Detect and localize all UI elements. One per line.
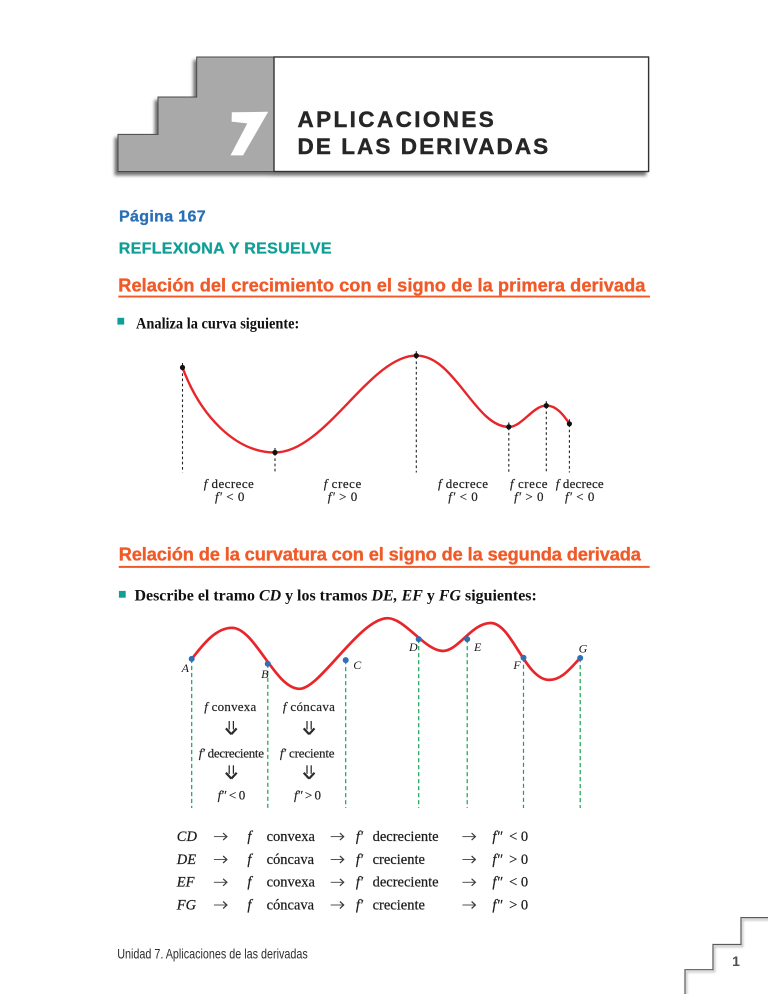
- svg-text:f′ > 0: f′ > 0: [328, 489, 357, 504]
- svg-text:B: B: [261, 667, 269, 681]
- svg-text:f decrece: f decrece: [204, 476, 254, 491]
- svg-text:Describe el tramo CD y los t: Describe el tramo CD y los tramos DE, EF…: [135, 587, 537, 604]
- svg-text:DE LAS DERIVADAS: DE LAS DERIVADAS: [298, 134, 549, 159]
- svg-text:E: E: [473, 640, 482, 654]
- svg-text:f′ > 0: f′ > 0: [514, 489, 543, 504]
- svg-text:f decrece: f decrece: [556, 476, 604, 491]
- svg-text:G: G: [579, 642, 588, 656]
- svg-text:Relación del crecimiento con e: Relación del crecimiento con el signo de…: [118, 276, 646, 296]
- svg-text:Analiza la curva siguiente:: Analiza la curva siguiente:: [136, 316, 299, 333]
- svg-text:C: C: [353, 658, 362, 672]
- svg-text:Página 167: Página 167: [119, 209, 206, 226]
- svg-text:f decrece: f decrece: [438, 476, 488, 491]
- svg-text:f′ creciente: f′ creciente: [280, 746, 335, 761]
- svg-text:REFLEXIONA Y RESUELVE: REFLEXIONA Y RESUELVE: [119, 240, 332, 257]
- svg-text:A: A: [181, 661, 190, 675]
- svg-text:f′ < 0: f′ < 0: [448, 489, 477, 504]
- svg-text:f″ > 0: f″ > 0: [294, 788, 321, 803]
- svg-text:APLICACIONES: APLICACIONES: [298, 107, 494, 132]
- svg-text:f convexa: f convexa: [204, 699, 256, 714]
- svg-text:f′ < 0: f′ < 0: [565, 489, 594, 504]
- svg-text:Unidad 7. Aplicaciones de las: Unidad 7. Aplicaciones de las derivadas: [117, 945, 308, 961]
- svg-text:f cóncava: f cóncava: [283, 699, 335, 714]
- svg-text:1: 1: [732, 953, 740, 969]
- svg-text:f′ decreciente: f′ decreciente: [199, 746, 265, 761]
- svg-text:f crece: f crece: [324, 476, 362, 491]
- svg-text:f′ < 0: f′ < 0: [215, 489, 244, 504]
- svg-text:f″ < 0: f″ < 0: [218, 788, 246, 803]
- svg-text:Relación de la curvatura con e: Relación de la curvatura con el signo de…: [119, 544, 642, 564]
- svg-text:F: F: [512, 658, 521, 672]
- svg-text:D: D: [408, 640, 418, 654]
- svg-text:f crece: f crece: [510, 476, 548, 491]
